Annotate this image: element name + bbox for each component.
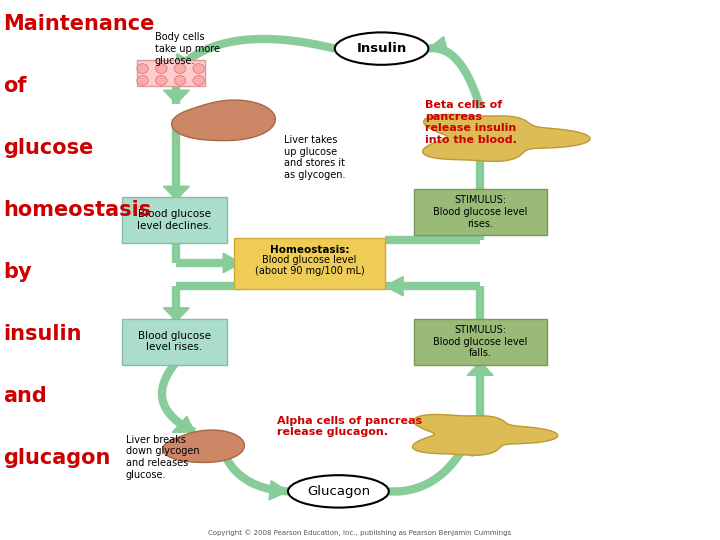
Text: Copyright © 2008 Pearson Education, Inc., publishing as Pearson Benjamin Cumming: Copyright © 2008 Pearson Education, Inc.… [208, 529, 512, 536]
Text: STIMULUS:
Blood glucose level
falls.: STIMULUS: Blood glucose level falls. [433, 325, 528, 358]
Ellipse shape [193, 64, 204, 73]
FancyBboxPatch shape [414, 319, 547, 364]
Polygon shape [467, 362, 493, 375]
Text: homeostasis: homeostasis [4, 200, 152, 220]
Text: Alpha cells of pancreas
release glucagon.: Alpha cells of pancreas release glucagon… [277, 416, 423, 437]
Polygon shape [163, 186, 189, 200]
Polygon shape [449, 440, 473, 456]
Text: and: and [4, 386, 48, 406]
Polygon shape [176, 53, 197, 70]
Polygon shape [172, 416, 194, 433]
FancyBboxPatch shape [414, 189, 547, 235]
Polygon shape [163, 430, 244, 462]
Polygon shape [467, 192, 493, 205]
Ellipse shape [137, 64, 148, 73]
Text: glucose: glucose [4, 138, 94, 158]
Text: Insulin: Insulin [356, 42, 407, 55]
Text: Blood glucose
level rises.: Blood glucose level rises. [138, 330, 211, 353]
Polygon shape [269, 481, 288, 500]
Polygon shape [171, 100, 275, 140]
Polygon shape [163, 90, 189, 104]
Text: by: by [4, 262, 32, 282]
Text: Glucagon: Glucagon [307, 485, 370, 498]
Text: Liver breaks
down glycogen
and releases
glucose.: Liver breaks down glycogen and releases … [126, 435, 199, 480]
Ellipse shape [288, 475, 389, 508]
Polygon shape [223, 253, 241, 273]
Ellipse shape [174, 76, 186, 85]
Ellipse shape [174, 64, 186, 73]
Text: Beta cells of
pancreas
release insulin
into the blood.: Beta cells of pancreas release insulin i… [425, 100, 517, 145]
FancyBboxPatch shape [122, 319, 227, 364]
FancyBboxPatch shape [122, 197, 227, 243]
Polygon shape [385, 276, 403, 296]
Ellipse shape [156, 76, 167, 85]
Ellipse shape [156, 64, 167, 73]
Polygon shape [428, 37, 449, 56]
Ellipse shape [193, 76, 204, 85]
Text: STIMULUS:
Blood glucose level
rises.: STIMULUS: Blood glucose level rises. [433, 195, 528, 228]
Polygon shape [467, 146, 493, 159]
Text: of: of [4, 76, 27, 96]
Text: Blood glucose
level declines.: Blood glucose level declines. [138, 209, 212, 231]
Text: Homeostasis:: Homeostasis: [270, 245, 349, 255]
Text: Maintenance: Maintenance [4, 14, 155, 33]
FancyBboxPatch shape [234, 238, 385, 289]
FancyBboxPatch shape [137, 60, 205, 86]
Text: Blood glucose level
(about 90 mg/100 mL): Blood glucose level (about 90 mg/100 mL) [255, 255, 364, 276]
Ellipse shape [335, 32, 428, 65]
Text: insulin: insulin [4, 324, 82, 344]
Text: Liver takes
up glucose
and stores it
as glycogen.: Liver takes up glucose and stores it as … [284, 135, 346, 180]
Text: Body cells
take up more
glucose.: Body cells take up more glucose. [155, 32, 220, 65]
Text: glucagon: glucagon [4, 448, 111, 468]
Ellipse shape [137, 76, 148, 85]
Polygon shape [423, 114, 590, 161]
Polygon shape [413, 415, 558, 455]
Polygon shape [163, 308, 189, 321]
